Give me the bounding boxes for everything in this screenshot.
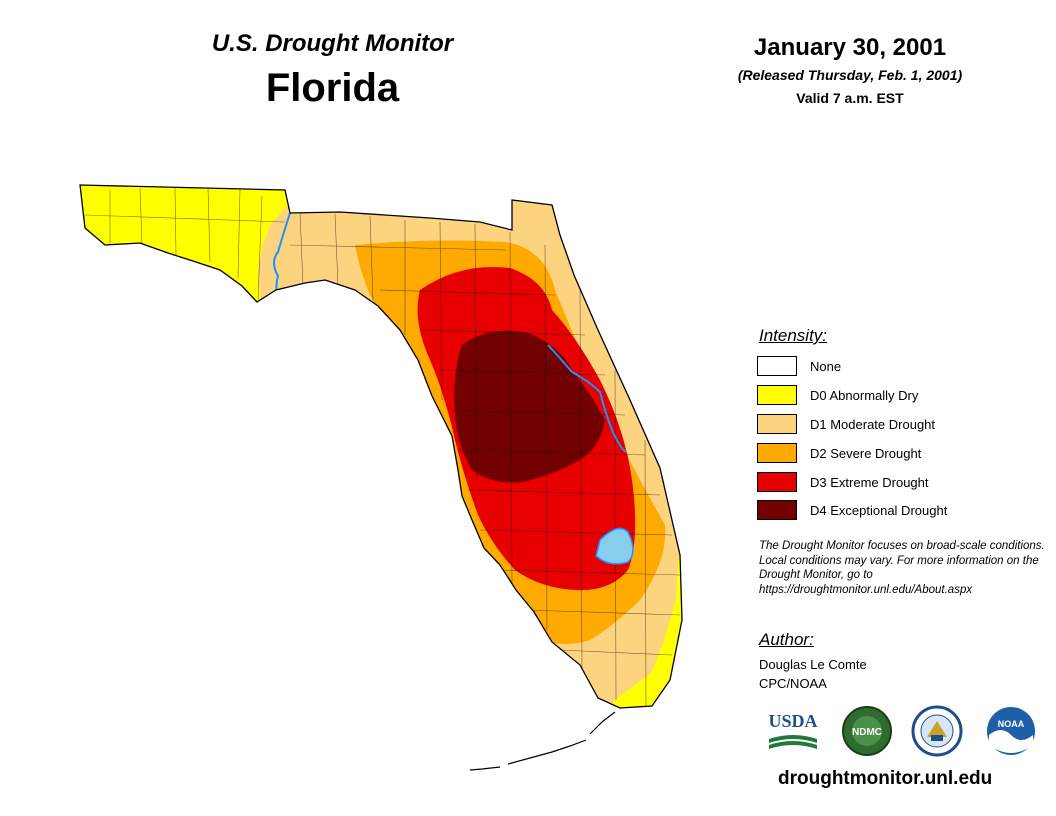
usda-logo: USDA <box>768 711 818 749</box>
legend-swatch <box>757 414 797 434</box>
state-title: Florida <box>265 66 400 110</box>
valid-time: Valid 7 a.m. EST <box>796 90 904 106</box>
legend-label: D1 Moderate Drought <box>810 416 936 432</box>
legend-swatch <box>757 356 797 376</box>
release-date: (Released Thursday, Feb. 1, 2001) <box>737 67 963 83</box>
legend-label: D4 Exceptional Drought <box>810 502 948 518</box>
legend-item: None <box>757 355 841 377</box>
d0-southeast-region <box>595 540 682 708</box>
legend-label: None <box>810 358 842 374</box>
author-title: Author: <box>759 630 814 649</box>
svg-text:NOAA: NOAA <box>998 719 1025 729</box>
legend-item: D0 Abnormally Dry <box>757 384 918 406</box>
map-date: January 30, 2001 <box>753 34 947 61</box>
legend-item: D3 Extreme Drought <box>757 471 929 493</box>
lake-okeechobee <box>595 527 634 565</box>
partner-logos: USDA NDMC NOAA <box>765 705 1045 761</box>
legend-label: D0 Abnormally Dry <box>810 387 919 403</box>
legend-label: D3 Extreme Drought <box>810 474 929 490</box>
doc-seal-logo <box>911 705 963 757</box>
florida-outline <box>79 184 683 709</box>
florida-state <box>80 185 682 708</box>
florida-keys <box>469 711 616 771</box>
st-johns-river <box>547 344 627 453</box>
legend-item: D2 Severe Drought <box>757 442 921 464</box>
legend-swatch <box>757 472 797 492</box>
site-url[interactable]: droughtmonitor.unl.edu <box>778 768 993 789</box>
info-note: The Drought Monitor focuses on broad-sca… <box>759 540 1045 596</box>
legend-item: D4 Exceptional Drought <box>757 499 947 521</box>
author-org: CPC/NOAA <box>759 676 827 691</box>
author-name: Douglas Le Comte <box>759 657 867 672</box>
legend-title: Intensity: <box>759 326 828 345</box>
legend-swatch <box>757 385 797 405</box>
florida-drought-map <box>79 184 683 771</box>
legend-label: D2 Severe Drought <box>810 445 922 461</box>
legend-swatch <box>757 443 797 463</box>
map-supertitle: U.S. Drought Monitor <box>211 30 454 57</box>
svg-text:USDA: USDA <box>768 711 817 731</box>
svg-text:NDMC: NDMC <box>852 727 882 738</box>
d0-panhandle-region <box>80 185 290 310</box>
ndmc-logo: NDMC <box>842 706 892 756</box>
legend-item: D1 Moderate Drought <box>757 413 935 435</box>
noaa-logo: NOAA <box>987 707 1035 755</box>
d4-region <box>454 330 605 483</box>
legend-swatch <box>757 500 797 520</box>
